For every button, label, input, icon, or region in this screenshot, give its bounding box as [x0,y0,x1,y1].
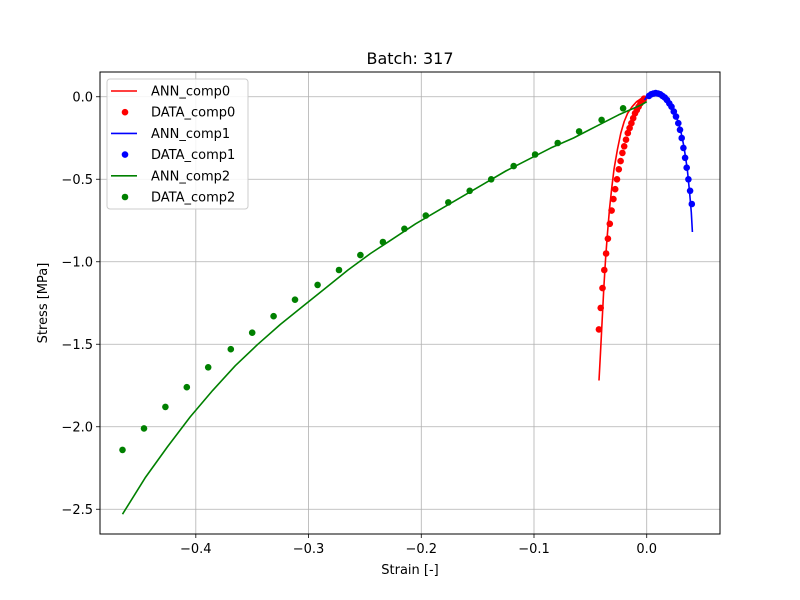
data-point-data-comp1 [675,119,682,127]
data-point-data-comp2 [422,212,430,219]
legend-label-ann-comp0: ANN_comp0 [151,85,230,100]
data-point-data-comp1 [681,154,689,162]
x-tick-label: −0.2 [405,542,437,557]
data-point-data-comp2 [445,199,452,206]
data-point-data-comp0 [620,143,628,150]
legend-marker-data-comp0 [121,108,129,116]
y-tick-label: 0.0 [72,90,93,105]
plot-frame [99,71,721,535]
data-point-data-comp1 [678,134,685,142]
data-point-data-comp1 [676,126,684,134]
y-tick-label: −1.5 [61,338,93,353]
data-point-data-comp2 [119,446,126,454]
data-point-data-comp1 [688,200,696,208]
data-point-data-comp0 [613,176,621,183]
legend-label-data-comp2: DATA_comp2 [151,191,235,206]
y-axis-label: Stress [MPa] [36,263,51,344]
x-axis-label: Strain [-] [381,563,438,578]
data-point-data-comp1 [672,113,680,120]
x-tick-label: −0.3 [293,542,325,557]
grid [100,72,720,534]
x-tick-label: −0.1 [518,542,550,557]
data-point-data-comp0 [628,119,635,127]
legend-label-data-comp1: DATA_comp1 [151,148,235,163]
data-point-data-comp0 [619,149,626,157]
y-tick-label: −2.0 [61,420,93,435]
data-point-data-comp1 [686,187,694,195]
chart-title: Batch: 317 [366,49,453,68]
data-point-data-comp0 [617,157,624,165]
data-point-data-comp2 [204,364,212,371]
legend-label-ann-comp1: ANN_comp1 [151,127,230,142]
data-point-data-comp1 [685,176,692,183]
data-point-data-comp0 [601,266,608,274]
data-point-data-comp0 [595,326,603,333]
data-point-data-comp0 [608,207,615,214]
data-point-data-comp2 [531,151,539,158]
data-point-data-comp2 [270,312,277,320]
plot-series [119,89,696,515]
data-point-data-comp2 [619,105,627,112]
data-point-data-comp2 [487,176,495,183]
data-point-data-comp0 [615,166,623,173]
legend-marker-data-comp1 [121,151,129,158]
x-tick-label: −0.4 [180,542,212,557]
x-tick-label: 0.0 [636,542,657,557]
data-point-data-comp1 [668,103,675,110]
legend-label-ann-comp2: ANN_comp2 [151,169,230,184]
series-line-ann-comp0 [598,96,646,381]
y-tick-label: −2.5 [61,503,93,518]
data-point-data-comp2 [314,281,321,289]
legend-marker-data-comp2 [121,193,129,201]
legend-box [106,78,249,210]
data-point-data-comp2 [335,266,343,274]
y-tick-label: −0.5 [61,173,93,188]
data-point-data-comp0 [610,195,617,203]
data-point-data-comp2 [401,225,408,233]
data-point-data-comp2 [510,162,517,170]
data-point-data-comp2 [379,238,387,246]
data-point-data-comp0 [602,250,610,257]
data-point-data-comp2 [575,128,583,135]
data-point-data-comp0 [624,129,632,137]
data-point-data-comp2 [466,187,474,195]
y-tick-label: −1.0 [61,255,93,270]
data-point-data-comp2 [291,296,299,304]
data-point-data-comp0 [622,136,630,143]
data-point-data-comp1 [680,144,687,152]
data-point-data-comp1 [670,108,678,115]
data-point-data-comp2 [162,403,169,411]
axes: −0.4 −0.3 −0.2 −0.1 0.0 0.0 −0.5 −1.0 −1.5 −2.0 −2… [61,90,657,557]
data-point-data-comp2 [357,251,364,259]
data-point-data-comp2 [183,383,191,391]
series-line-ann-comp2 [121,101,648,515]
legend: ANN_comp0 DATA_comp0 ANN_comp1 DATA_comp1 AN… [106,78,249,210]
data-point-data-comp0 [606,220,614,228]
data-point-data-comp2 [140,425,148,432]
legend-label-data-comp0: DATA_comp0 [151,106,235,121]
data-point-data-comp1 [683,164,690,171]
data-point-data-comp2 [227,345,235,353]
data-point-data-comp0 [599,284,606,292]
data-point-data-comp2 [248,329,256,337]
data-point-data-comp0 [597,304,604,312]
data-point-data-comp0 [611,185,619,193]
data-point-data-comp0 [604,235,612,242]
data-point-data-comp2 [554,139,561,147]
data-point-data-comp2 [598,116,605,124]
